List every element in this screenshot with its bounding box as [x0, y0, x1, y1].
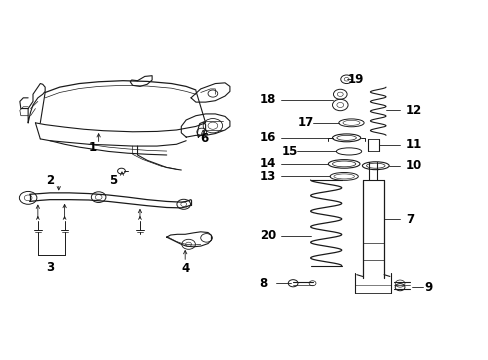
Text: 13: 13 [259, 170, 276, 183]
Text: 7: 7 [405, 213, 413, 226]
Text: 19: 19 [347, 73, 363, 86]
Text: 10: 10 [405, 159, 421, 172]
Text: 20: 20 [259, 229, 276, 242]
Text: 12: 12 [405, 104, 421, 117]
Text: 11: 11 [405, 139, 421, 152]
Text: 16: 16 [259, 131, 276, 144]
Text: 15: 15 [281, 145, 297, 158]
Text: 1: 1 [88, 141, 96, 154]
Text: 4: 4 [181, 262, 189, 275]
Text: 2: 2 [46, 174, 54, 186]
Text: 18: 18 [259, 93, 276, 106]
Text: 3: 3 [46, 261, 54, 274]
Text: 5: 5 [109, 174, 117, 186]
Text: 8: 8 [259, 277, 267, 290]
Text: 9: 9 [424, 281, 432, 294]
Text: 17: 17 [297, 116, 313, 129]
Text: 14: 14 [259, 157, 276, 170]
Text: 6: 6 [200, 132, 208, 145]
